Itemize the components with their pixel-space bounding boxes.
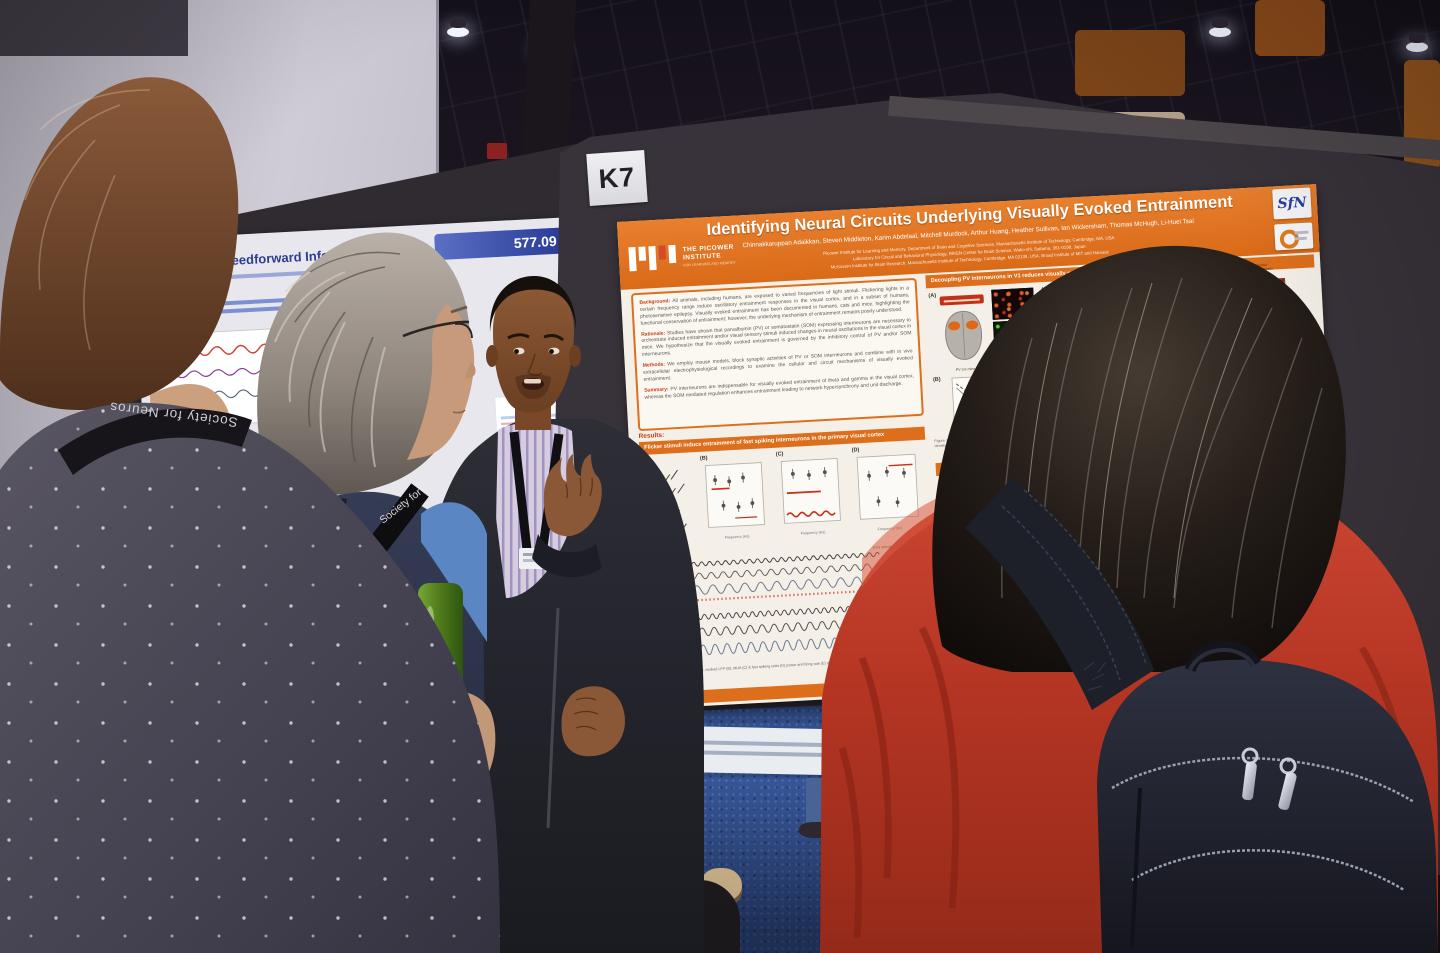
- x-axis-label: Frequency (Hz): [801, 530, 826, 535]
- lower-fist: [561, 686, 626, 757]
- zipper-pulls: [1241, 747, 1297, 811]
- person-left-foreground: Society for Neuros: [0, 77, 500, 953]
- background-structure: [1255, 0, 1325, 56]
- panel-d-plot: Frequency (Hz): [856, 453, 919, 531]
- backpack-zipper-line: [1111, 756, 1415, 804]
- pupil: [549, 349, 554, 354]
- mouth: [452, 409, 466, 414]
- ceiling-light: [447, 19, 469, 37]
- backpack-body: [1097, 659, 1438, 953]
- eyebrow: [450, 305, 468, 314]
- sfn-logo-text: SfN: [1277, 194, 1307, 213]
- ceiling-light: [1209, 19, 1231, 37]
- person-red-jacket: [820, 245, 1438, 953]
- panel-c-plot: Frequency (Hz): [780, 458, 841, 536]
- speckled-shirt: Society for Neuros: [0, 399, 500, 953]
- exit-sign: [487, 143, 507, 159]
- backpack-strap: [965, 478, 1154, 710]
- picower-subtext: FOR LEARNING AND MEMORY: [683, 260, 736, 268]
- strap-fray: [1083, 661, 1107, 691]
- eyebrow: [507, 333, 530, 340]
- nose: [526, 353, 543, 377]
- backpack-zipper-line: [1131, 849, 1405, 892]
- hair: [489, 276, 577, 332]
- x-axis-label: Frequency (Hz): [725, 534, 750, 539]
- presenter-head: [486, 276, 581, 413]
- background-structure: [1075, 30, 1185, 96]
- x-axis-label: Frequency (Hz): [878, 526, 903, 531]
- raised-hand: [532, 454, 602, 578]
- hoodie-zipper: [546, 607, 560, 829]
- panel-b-plot: Frequency (Hz): [704, 462, 765, 540]
- ceiling-light: [1406, 34, 1428, 52]
- eyebrow: [543, 334, 564, 342]
- board-label-k7: K7: [586, 150, 648, 206]
- nose: [465, 362, 476, 379]
- pupil: [514, 349, 519, 354]
- blue-collar-shirt: [421, 502, 487, 642]
- ear: [569, 345, 581, 367]
- ceiling-pole: [521, 0, 577, 158]
- ear: [486, 345, 498, 367]
- panel-label-c: (C): [775, 451, 784, 458]
- mit-logo-bar-red: [658, 245, 667, 260]
- brain-schematic: [945, 310, 983, 360]
- sleeve-cuff: [532, 534, 602, 578]
- collar: [58, 408, 252, 475]
- picower-text: INSTITUTE: [682, 252, 722, 262]
- mit-logo-bar: [638, 246, 647, 261]
- backpack: [965, 478, 1438, 953]
- face-profile: [402, 304, 476, 460]
- glasses: [402, 320, 473, 339]
- sfn-logo: SfN: [1272, 187, 1312, 220]
- picower-text: THE PICOWER: [682, 243, 735, 254]
- teeth: [524, 379, 541, 384]
- black-hair-head: [932, 245, 1346, 672]
- wall-shadow-band: [0, 0, 188, 56]
- mit-logo-bar: [668, 244, 677, 264]
- mit-logo-bar: [648, 245, 657, 271]
- gray-hair-head: [257, 232, 471, 495]
